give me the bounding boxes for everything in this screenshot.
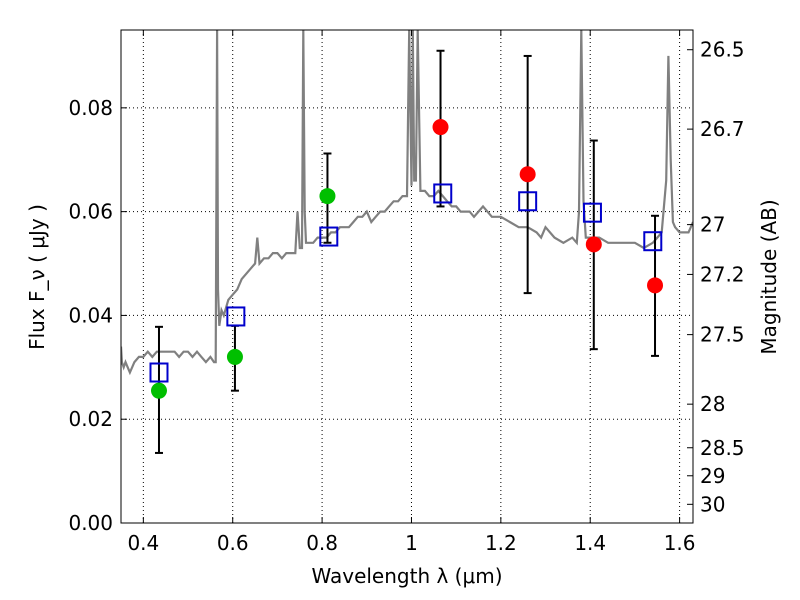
x-tick-label: 1.2 bbox=[485, 531, 517, 555]
magnitude-axis-ticks: 26.5 26.7 27 27.2 27.5 28 28.5 29 30 bbox=[687, 38, 745, 516]
y2-axis-label: Magnitude (AB) bbox=[757, 199, 781, 354]
observed-point bbox=[226, 348, 243, 365]
observed-point bbox=[150, 382, 167, 399]
magnitude-tick-label: 28.5 bbox=[700, 436, 745, 460]
x-axis-ticks: 0.4 0.6 0.8 1 1.2 1.4 1.6 bbox=[127, 30, 696, 555]
magnitude-tick-label: 26.7 bbox=[700, 117, 745, 141]
magnitude-tick-label: 29 bbox=[700, 464, 725, 488]
model-squares bbox=[149, 183, 663, 383]
magnitude-tick-label: 28 bbox=[700, 392, 725, 416]
model-square bbox=[643, 231, 663, 252]
magnitude-tick-label: 26.5 bbox=[700, 38, 745, 62]
observed-point bbox=[319, 188, 336, 205]
x-tick-label: 1.6 bbox=[664, 531, 696, 555]
y-axis-ticks: 0.00 0.02 0.04 0.06 0.08 bbox=[68, 96, 127, 535]
x-tick-label: 1.4 bbox=[574, 531, 606, 555]
model-square bbox=[518, 191, 538, 212]
magnitude-tick-label: 27.5 bbox=[700, 323, 745, 347]
magnitude-tick-label: 27 bbox=[700, 213, 725, 237]
magnitude-tick-label: 27.2 bbox=[700, 262, 745, 286]
model-square bbox=[149, 362, 169, 383]
plot-frame bbox=[120, 29, 694, 524]
magnitude-tick-label: 30 bbox=[700, 492, 725, 516]
y-tick-label: 0.02 bbox=[68, 407, 113, 431]
observed-point bbox=[647, 277, 664, 294]
model-sed-line bbox=[121, 30, 693, 376]
model-square bbox=[582, 202, 602, 223]
x-tick-label: 1 bbox=[405, 531, 418, 555]
model-square bbox=[319, 226, 339, 247]
model-square bbox=[433, 183, 453, 204]
y-tick-label: 0.00 bbox=[68, 511, 113, 535]
y-axis-label: Flux F_ν ( μJy ) bbox=[25, 204, 49, 350]
x-tick-label: 0.6 bbox=[217, 531, 249, 555]
grid-lines bbox=[121, 30, 693, 524]
x-tick-label: 0.4 bbox=[127, 531, 159, 555]
observed-point bbox=[519, 166, 536, 183]
y-tick-label: 0.06 bbox=[68, 200, 113, 224]
y-tick-label: 0.08 bbox=[68, 96, 113, 120]
observed-points bbox=[150, 119, 664, 399]
observed-point bbox=[585, 236, 602, 253]
x-tick-label: 0.8 bbox=[306, 531, 338, 555]
model-square bbox=[226, 306, 246, 327]
y-tick-label: 0.04 bbox=[68, 303, 113, 327]
observed-point bbox=[432, 119, 449, 136]
x-axis-label: Wavelength λ (μm) bbox=[311, 564, 502, 588]
